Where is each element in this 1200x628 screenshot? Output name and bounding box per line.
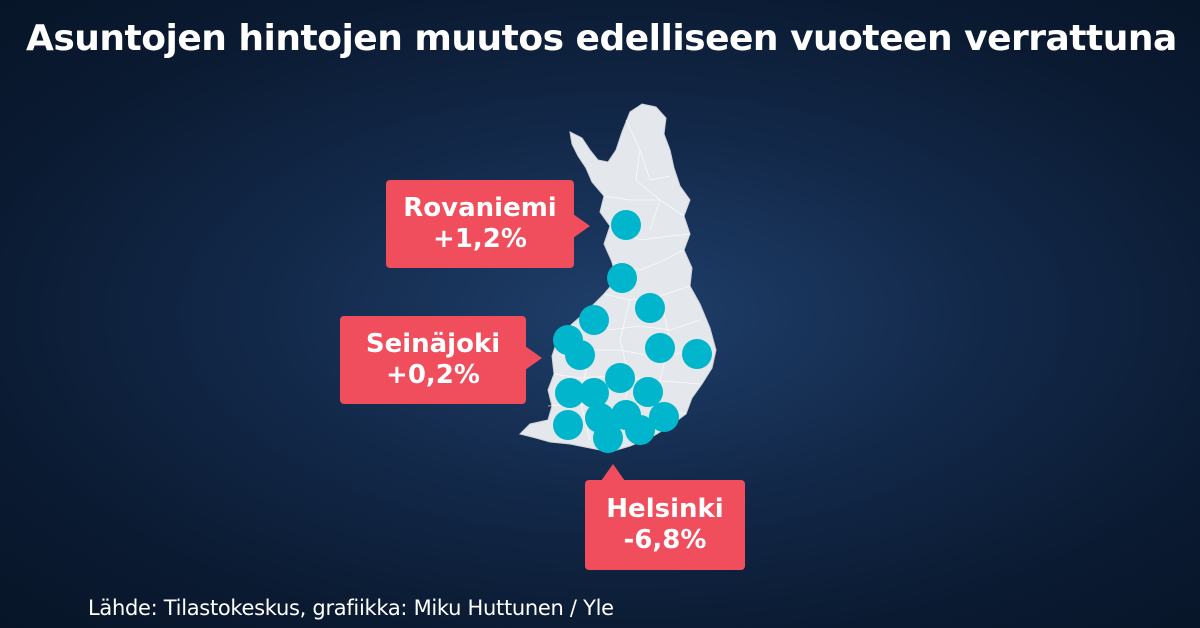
marker-helsinki [593, 423, 623, 453]
callout-seinajoki: Seinäjoki +0,2% [340, 316, 542, 404]
callout-pointer [601, 464, 625, 481]
marker-tampere [579, 378, 609, 408]
city-markers [553, 210, 712, 453]
callout-helsinki: Helsinki -6,8% [585, 464, 745, 570]
marker-turku [553, 410, 583, 440]
marker-kajaani [635, 293, 665, 323]
callout-city: Helsinki [606, 494, 724, 524]
callout-rovaniemi: Rovaniemi +1,2% [386, 180, 590, 268]
callout-pointer [573, 214, 590, 238]
marker-kokkola [579, 305, 609, 335]
marker-rovaniemi [611, 210, 641, 240]
source-credit: Lähde: Tilastokeskus, grafiikka: Miku Hu… [88, 596, 614, 620]
marker-jyvaskyla [605, 363, 635, 393]
marker-pori [555, 378, 585, 408]
marker-mikkeli [633, 377, 663, 407]
marker-kotka [625, 415, 655, 445]
marker-seinajoki [565, 340, 595, 370]
callout-city: Seinäjoki [365, 329, 501, 359]
marker-oulu [607, 263, 637, 293]
callout-change: +0,2% [386, 360, 480, 390]
callout-change: +1,2% [433, 224, 527, 254]
marker-joensuu [682, 339, 712, 369]
chart-title: Asuntojen hintojen muutos edelliseen vuo… [26, 18, 1177, 59]
marker-kouvola [649, 402, 679, 432]
marker-kuopio [645, 333, 675, 363]
callout-city: Rovaniemi [403, 193, 557, 223]
callout-change: -6,8% [623, 525, 707, 555]
callout-pointer [525, 346, 542, 370]
